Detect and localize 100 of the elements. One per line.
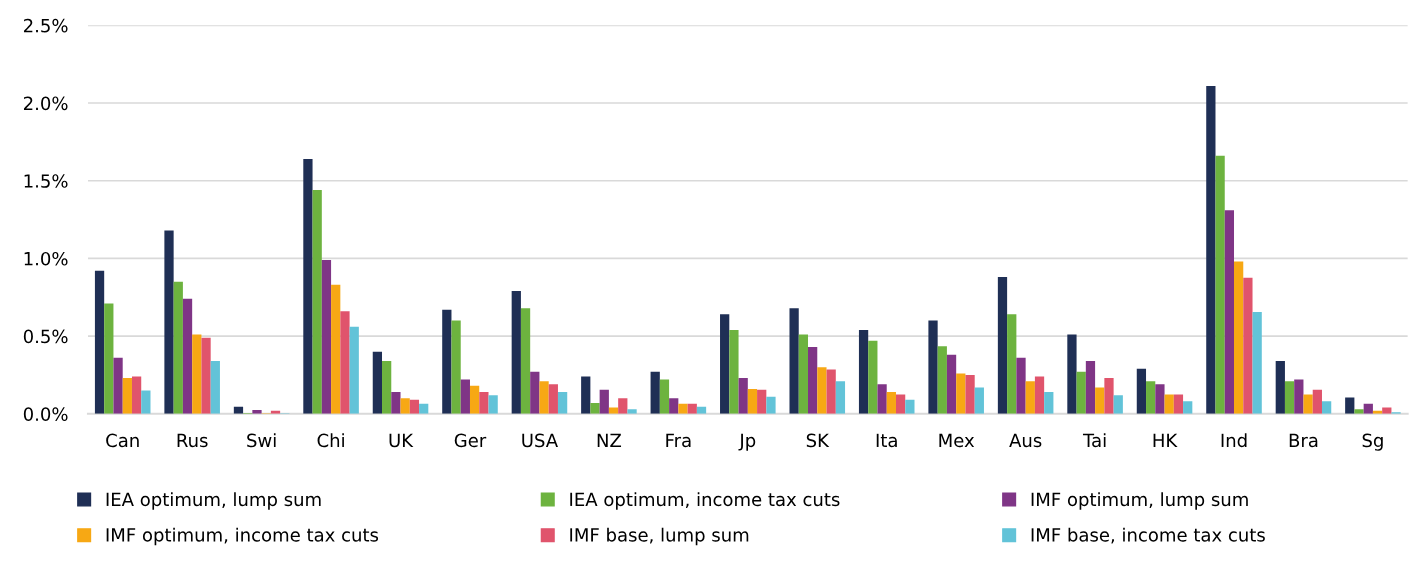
bar bbox=[1146, 381, 1156, 414]
bar bbox=[817, 367, 827, 414]
bar bbox=[1085, 360, 1096, 414]
bar bbox=[391, 392, 401, 414]
bar bbox=[1206, 85, 1216, 414]
bar bbox=[1234, 261, 1244, 414]
x-tick-label: HK bbox=[1153, 433, 1178, 447]
bar bbox=[757, 389, 767, 414]
bar bbox=[928, 320, 938, 414]
bar bbox=[738, 378, 748, 414]
bar bbox=[1354, 409, 1364, 414]
bar bbox=[331, 284, 341, 414]
bar bbox=[599, 389, 609, 414]
bar bbox=[1155, 384, 1165, 414]
bar bbox=[488, 395, 498, 414]
x-tick-label: Ind bbox=[1221, 433, 1247, 448]
bar bbox=[1183, 401, 1193, 414]
bar bbox=[965, 374, 975, 414]
bar bbox=[1275, 360, 1285, 414]
bar bbox=[618, 398, 628, 414]
bar bbox=[581, 376, 591, 414]
x-tick-label: Swi bbox=[247, 433, 276, 448]
bar bbox=[1321, 401, 1332, 414]
bar bbox=[400, 398, 410, 414]
bar bbox=[1345, 397, 1355, 414]
bar bbox=[321, 259, 332, 414]
y-tick-label: 0.0% bbox=[23, 407, 68, 421]
bar bbox=[442, 309, 452, 414]
bar bbox=[340, 311, 350, 414]
x-tick-label: Bra bbox=[1289, 433, 1318, 448]
bar bbox=[1044, 392, 1054, 414]
bar bbox=[94, 270, 105, 414]
bar bbox=[590, 402, 600, 414]
bar bbox=[956, 373, 966, 414]
bar bbox=[1173, 394, 1184, 414]
bar bbox=[173, 281, 183, 414]
bar bbox=[974, 387, 984, 414]
x-tick-label: Sg bbox=[1362, 433, 1383, 451]
y-tick-label: 2.0% bbox=[23, 96, 68, 111]
bar bbox=[312, 190, 322, 414]
legend-label: IMF optimum, lump sum bbox=[1031, 492, 1248, 510]
bar bbox=[895, 394, 906, 414]
bar bbox=[1034, 376, 1045, 414]
x-tick-label: Fra bbox=[666, 433, 691, 448]
legend-label: IMF base, lump sum bbox=[570, 527, 749, 546]
bar bbox=[349, 326, 359, 414]
x-tick-label: Chi bbox=[317, 433, 344, 448]
bar bbox=[1284, 381, 1295, 414]
bar bbox=[1312, 389, 1322, 414]
bar bbox=[1215, 155, 1225, 414]
y-tick-label: 1.5% bbox=[24, 174, 68, 188]
bar bbox=[905, 399, 915, 414]
bar bbox=[798, 334, 809, 414]
bar bbox=[479, 392, 489, 414]
bar bbox=[997, 277, 1008, 414]
bar bbox=[210, 360, 220, 414]
bar bbox=[1113, 395, 1123, 414]
x-tick-label: Jp bbox=[738, 433, 756, 451]
legend-label: IMF optimum, income tax cuts bbox=[106, 527, 379, 546]
x-tick-label: Tai bbox=[1082, 433, 1106, 448]
bar bbox=[729, 329, 739, 414]
bar bbox=[808, 346, 818, 414]
bar bbox=[720, 314, 730, 414]
bar bbox=[1136, 368, 1147, 414]
legend-label: IEA optimum, income tax cuts bbox=[570, 492, 840, 510]
bar bbox=[747, 388, 758, 414]
bar bbox=[937, 346, 947, 414]
bar bbox=[659, 379, 670, 414]
bar bbox=[141, 390, 151, 414]
bar bbox=[826, 369, 836, 414]
bar bbox=[372, 351, 383, 414]
bar bbox=[548, 384, 558, 414]
bar bbox=[1076, 371, 1086, 414]
bar bbox=[382, 360, 392, 414]
legend-label: IEA optimum, lump sum bbox=[106, 492, 321, 510]
bar bbox=[201, 337, 211, 414]
bar bbox=[192, 334, 202, 414]
bar bbox=[835, 381, 846, 414]
y-tick-label: 2.5% bbox=[23, 18, 68, 33]
bar bbox=[886, 392, 896, 414]
x-tick-label: NZ bbox=[597, 433, 622, 447]
bar bbox=[164, 230, 174, 414]
y-tick-label: 0.5% bbox=[23, 329, 68, 344]
bar bbox=[789, 308, 799, 414]
bar bbox=[1164, 394, 1174, 414]
bar bbox=[303, 158, 313, 414]
bar bbox=[1224, 210, 1235, 414]
bar bbox=[669, 398, 679, 414]
x-tick-label: USA bbox=[522, 433, 558, 448]
bar bbox=[122, 378, 132, 414]
bar bbox=[1252, 312, 1262, 414]
bar bbox=[1025, 381, 1035, 414]
bar bbox=[868, 340, 878, 414]
bar bbox=[1303, 394, 1313, 414]
x-tick-label: SK bbox=[806, 433, 830, 448]
bar bbox=[460, 379, 470, 414]
x-tick-label: Rus bbox=[177, 433, 208, 448]
bar bbox=[530, 371, 540, 414]
legend-label: IMF base, income tax cuts bbox=[1031, 527, 1265, 544]
bar bbox=[1095, 387, 1105, 414]
